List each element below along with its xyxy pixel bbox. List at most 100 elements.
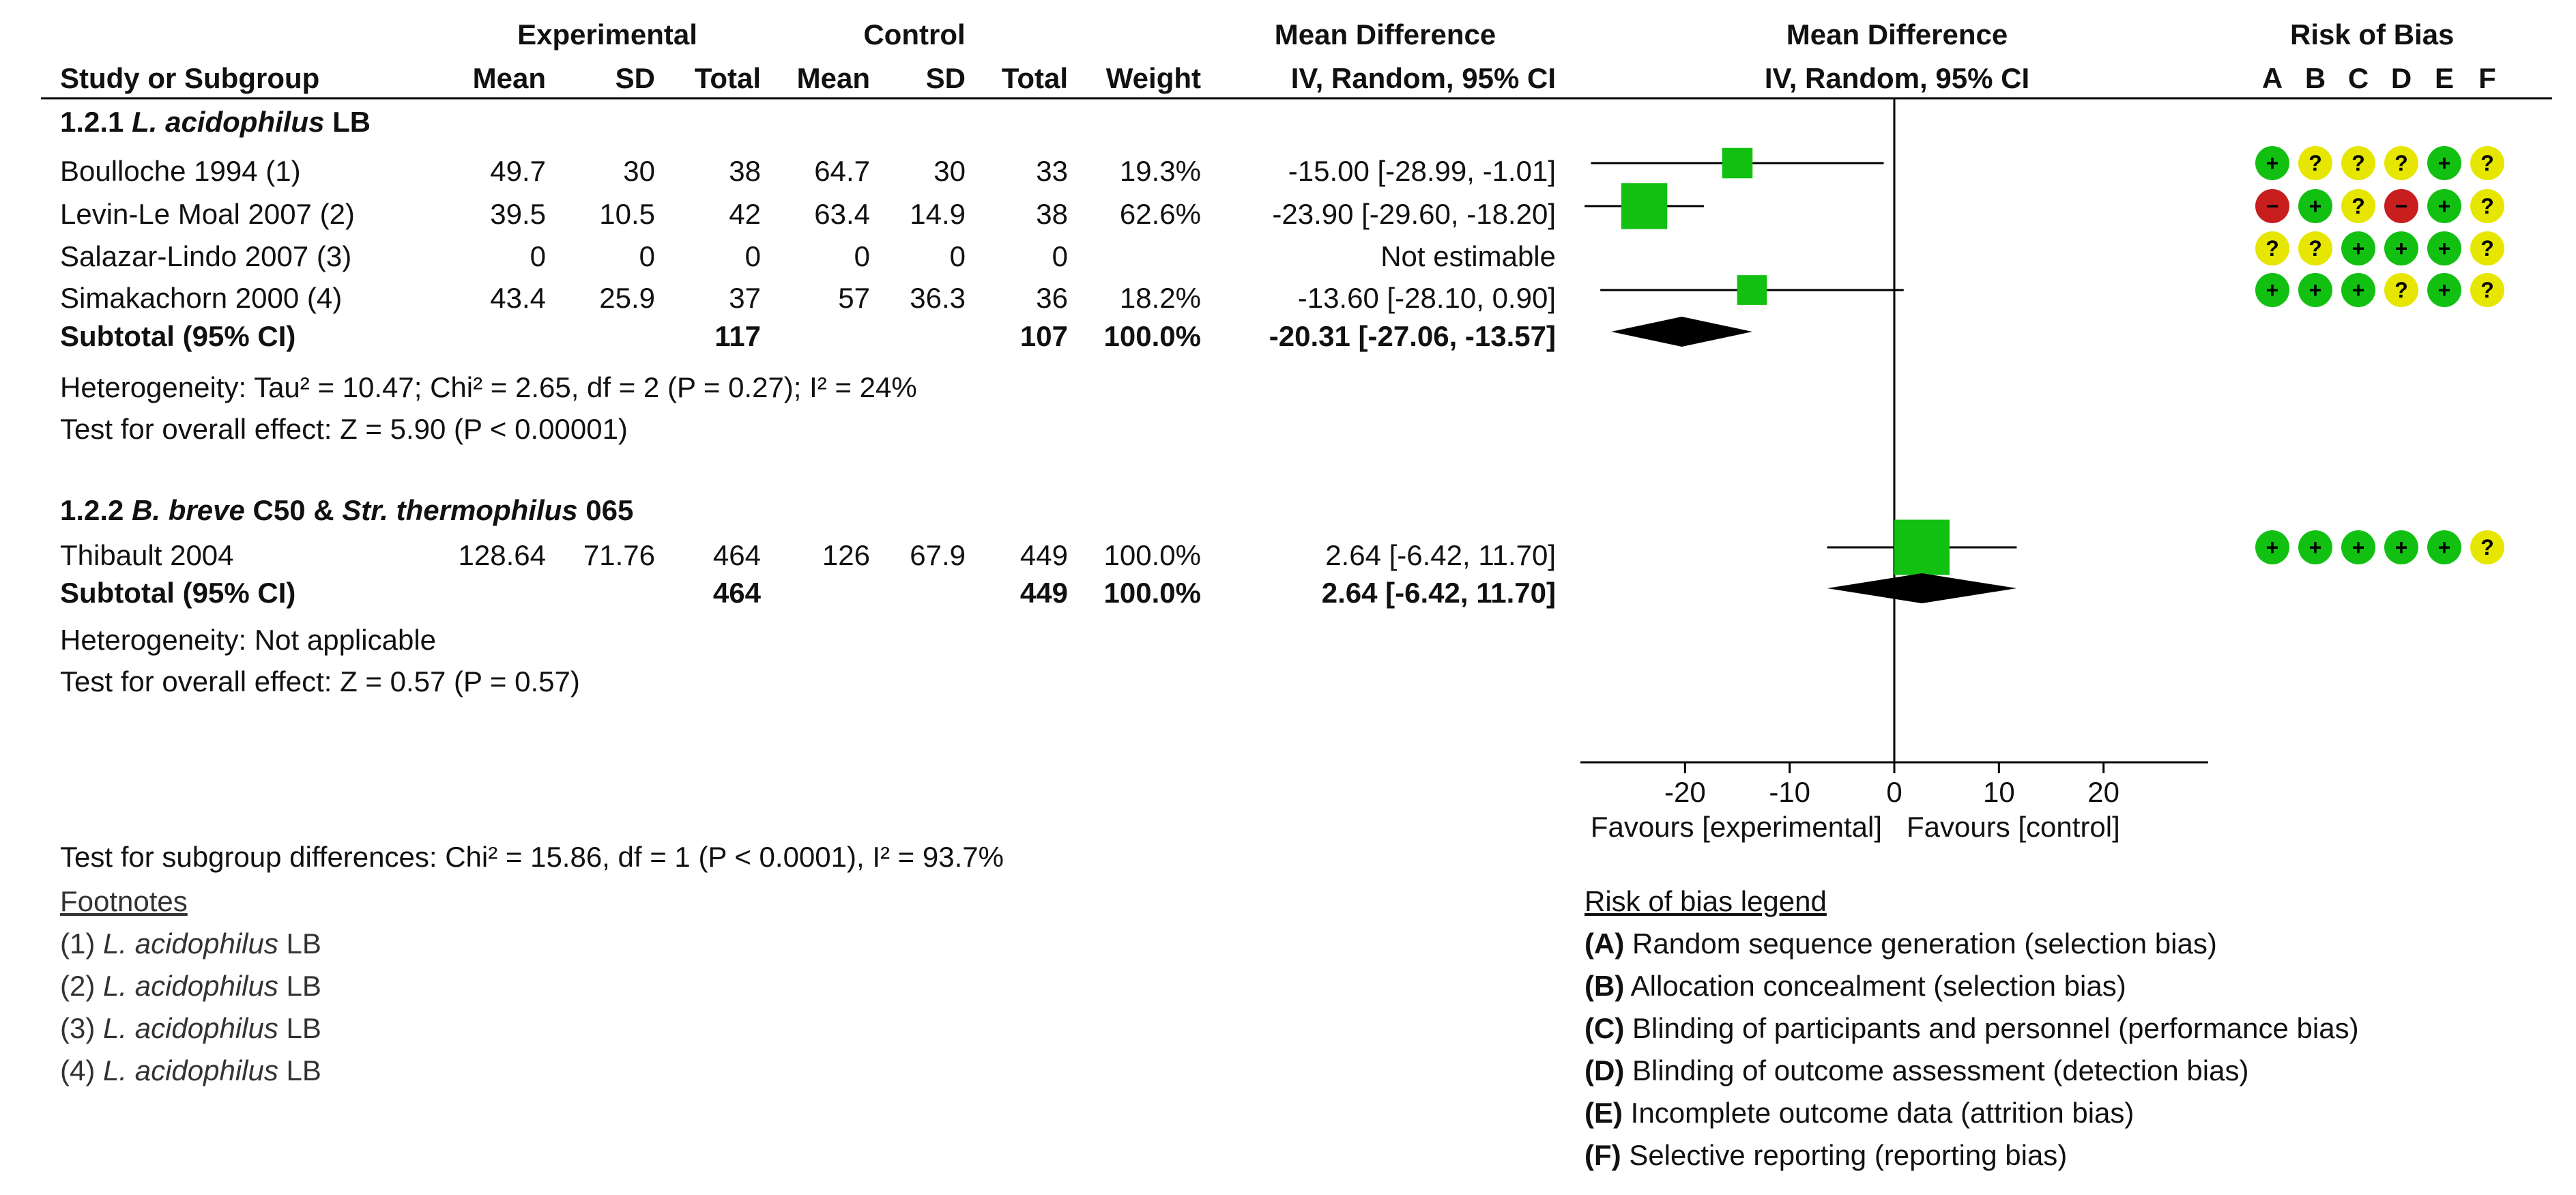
ctl-mean-cell: 57: [838, 282, 870, 314]
risk-symbol: −: [2266, 194, 2279, 218]
ctl-mean-cell: 64.7: [814, 155, 870, 187]
exp-mean-cell: 0: [530, 240, 546, 272]
ctl-total-cell: 38: [1036, 198, 1068, 230]
rob-legend-item: (E) Incomplete outcome data (attrition b…: [1584, 1097, 2134, 1129]
header-control: Control: [863, 18, 966, 51]
exp-sd-cell: 0: [639, 240, 655, 272]
ci-cell: Not estimable: [1380, 240, 1556, 272]
ctl-mean-cell: 126: [822, 539, 870, 571]
unclear-risk-dot: [2470, 273, 2504, 307]
risk-symbol: +: [2438, 535, 2451, 560]
exp-total-cell: 0: [744, 240, 761, 272]
heterogeneity-text: Heterogeneity: Tau² = 10.47; Chi² = 2.65…: [60, 371, 917, 403]
risk-symbol: ?: [2351, 194, 2365, 218]
exp-mean-cell: 49.7: [490, 155, 546, 187]
exp-sd-cell: 71.76: [583, 539, 655, 571]
unclear-risk-dot: [2384, 146, 2418, 180]
unclear-risk-dot: [2470, 146, 2504, 180]
header-exp-sd: SD: [615, 62, 655, 94]
header-plot-mean-difference: Mean Difference: [1786, 18, 2008, 51]
x-tick-label: 10: [1983, 776, 2015, 808]
rob-legend-item: (F) Selective reporting (reporting bias): [1584, 1139, 2068, 1171]
study-name: Simakachorn 2000 (4): [60, 282, 343, 314]
subtotal-label: Subtotal (95% CI): [60, 320, 296, 352]
subtotal-ctl-total: 107: [1019, 320, 1068, 352]
high-risk-dot: [2384, 189, 2418, 223]
risk-symbol: +: [2438, 194, 2451, 218]
exp-total-cell: 42: [729, 198, 761, 230]
study-name: Salazar-Lindo 2007 (3): [60, 240, 352, 272]
ctl-total-cell: 0: [1052, 240, 1068, 272]
rob-letter-c: C: [2347, 62, 2369, 94]
ci-cell: -13.60 [-28.10, 0.90]: [1297, 282, 1556, 314]
low-risk-dot: [2341, 273, 2375, 307]
header-experimental: Experimental: [517, 18, 697, 51]
risk-symbol: +: [2438, 278, 2451, 302]
unclear-risk-dot: [2298, 231, 2332, 265]
unclear-risk-dot: [2341, 189, 2375, 223]
weight-cell: 18.2%: [1119, 282, 1201, 314]
unclear-risk-dot: [2470, 231, 2504, 265]
risk-symbol: +: [2395, 535, 2408, 560]
rob-letter-a: A: [2261, 62, 2283, 94]
rob-letter-d: D: [2390, 62, 2412, 94]
header-study-col: Study or Subgroup: [60, 62, 320, 94]
risk-symbol: ?: [2351, 151, 2365, 175]
low-risk-dot: [2298, 530, 2332, 564]
low-risk-dot: [2384, 530, 2418, 564]
low-risk-dot: [2255, 146, 2289, 180]
x-tick-label: 20: [2087, 776, 2119, 808]
study-name: Levin-Le Moal 2007 (2): [60, 198, 355, 230]
exp-mean-cell: 128.64: [458, 539, 546, 571]
risk-symbol: ?: [2394, 151, 2408, 175]
risk-symbol: +: [2438, 236, 2451, 261]
study-weight-square: [1621, 183, 1668, 229]
favours-experimental-label: Favours [experimental]: [1591, 811, 1882, 843]
risk-symbol: ?: [2309, 151, 2322, 175]
unclear-risk-dot: [2341, 146, 2375, 180]
subgroup-test-text: Test for subgroup differences: Chi² = 15…: [60, 841, 1004, 873]
risk-symbol: ?: [2266, 236, 2279, 261]
risk-symbol: ?: [2394, 278, 2408, 302]
rob-letter-e: E: [2434, 62, 2454, 94]
risk-symbol: ?: [2480, 278, 2494, 302]
rob-legend-item: (A) Random sequence generation (selectio…: [1584, 927, 2217, 960]
low-risk-dot: [2255, 530, 2289, 564]
rob-letter-b: B: [2304, 62, 2326, 94]
risk-symbol: +: [2266, 278, 2279, 302]
footnote-item: (4) L. acidophilus LB: [60, 1054, 321, 1086]
risk-symbol: +: [2266, 535, 2279, 560]
subtotal-ci: -20.31 [-27.06, -13.57]: [1269, 320, 1556, 352]
study-name: Thibault 2004: [60, 539, 234, 571]
low-risk-dot: [2427, 231, 2461, 265]
risk-symbol: −: [2395, 194, 2408, 218]
heterogeneity-text: Heterogeneity: Not applicable: [60, 624, 437, 656]
header-exp-mean: Mean: [472, 62, 546, 94]
header-md-method: IV, Random, 95% CI: [1290, 62, 1556, 94]
ctl-mean-cell: 0: [854, 240, 870, 272]
ci-cell: -15.00 [-28.99, -1.01]: [1288, 155, 1556, 187]
rob-letter-f: F: [2478, 62, 2496, 94]
exp-mean-cell: 43.4: [490, 282, 546, 314]
header-ctl-mean: Mean: [796, 62, 870, 94]
exp-sd-cell: 30: [623, 155, 655, 187]
header-mean-difference: Mean Difference: [1274, 18, 1496, 51]
ctl-sd-cell: 67.9: [910, 539, 966, 571]
risk-symbol: +: [2438, 151, 2451, 175]
subtotal-exp-total: 117: [714, 320, 761, 352]
unclear-risk-dot: [2470, 530, 2504, 564]
ctl-total-cell: 33: [1036, 155, 1068, 187]
study-weight-square: [1737, 275, 1767, 305]
subtotal-weight: 100.0%: [1103, 577, 1201, 609]
risk-symbol: +: [2352, 278, 2365, 302]
subtotal-exp-total: 464: [712, 577, 761, 609]
low-risk-dot: [2427, 146, 2461, 180]
exp-mean-cell: 39.5: [490, 198, 546, 230]
rob-legend-item: (B) Allocation concealment (selection bi…: [1584, 970, 2126, 1002]
risk-symbol: +: [2309, 535, 2322, 560]
low-risk-dot: [2427, 273, 2461, 307]
low-risk-dot: [2384, 231, 2418, 265]
ctl-sd-cell: 36.3: [910, 282, 966, 314]
